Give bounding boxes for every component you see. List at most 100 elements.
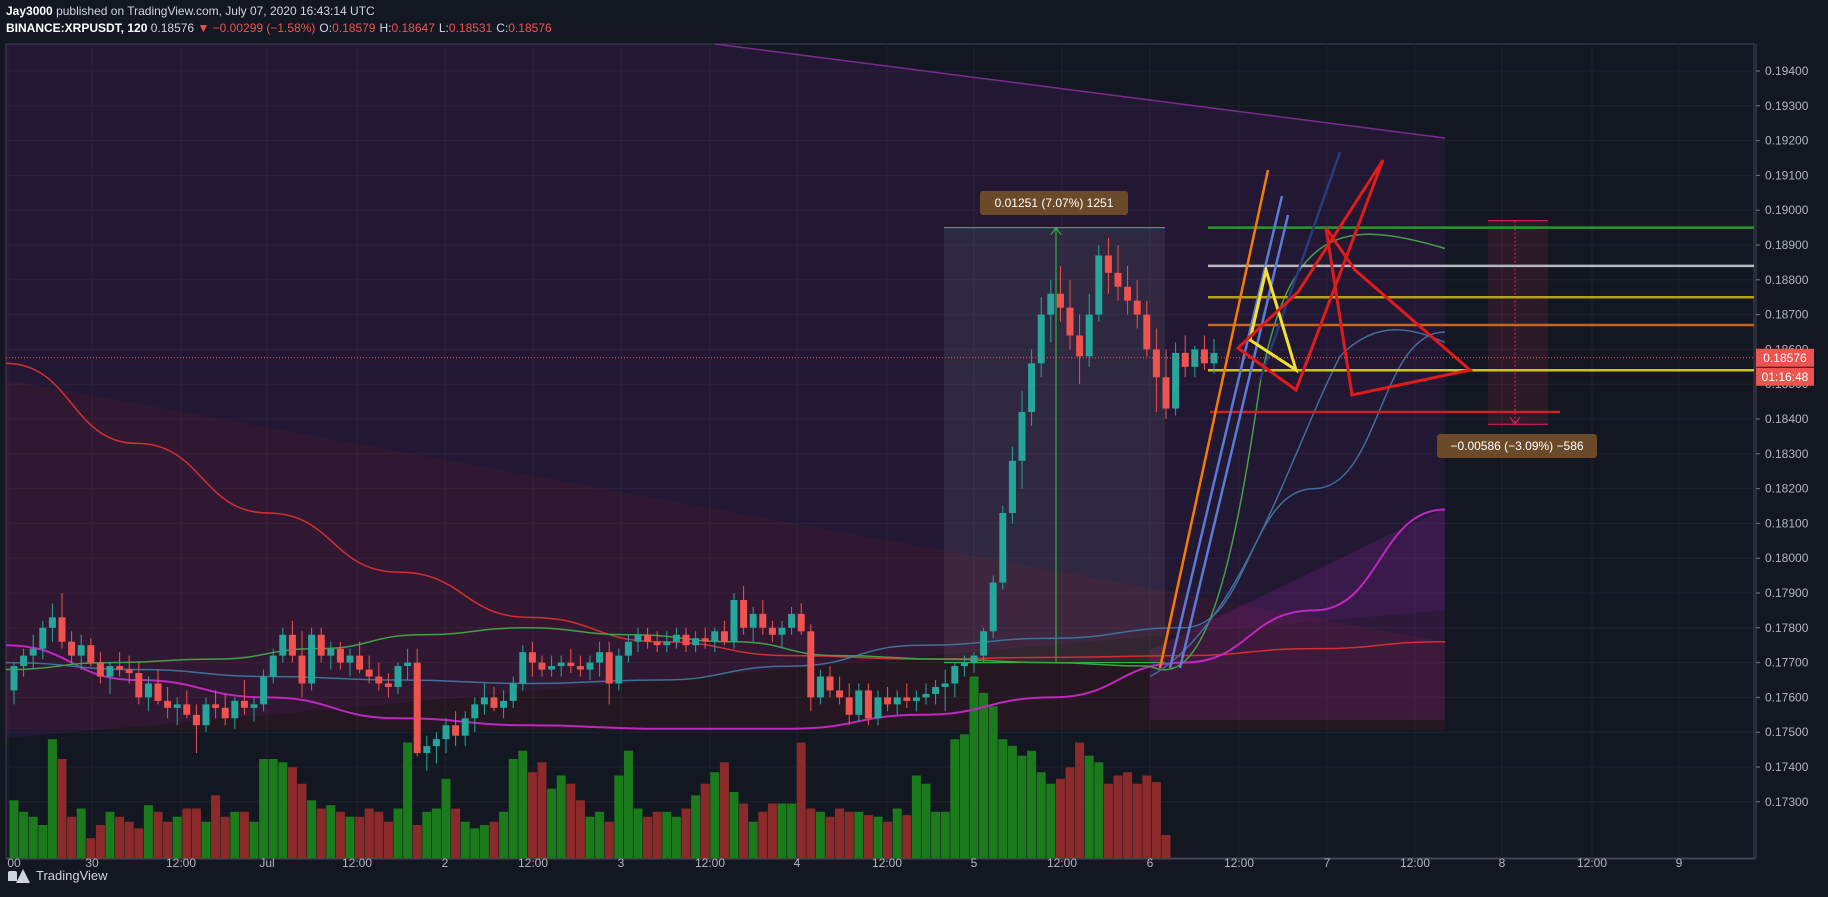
time-label: 00 bbox=[7, 856, 21, 870]
candle-body bbox=[1028, 363, 1036, 413]
candle-body bbox=[682, 634, 690, 646]
volume-bar bbox=[652, 811, 662, 858]
candle-body bbox=[864, 690, 872, 719]
volume-bar bbox=[575, 800, 585, 858]
price-tick-label: 0.19200 bbox=[1765, 134, 1809, 148]
candle-body bbox=[1200, 349, 1208, 364]
blue-trendline-2 bbox=[1178, 214, 1290, 669]
volume-bar bbox=[729, 792, 739, 858]
measure-up-box bbox=[944, 227, 1165, 663]
price-tick-label: 0.18100 bbox=[1765, 516, 1809, 530]
candle-body bbox=[39, 627, 47, 649]
volume-bar bbox=[470, 828, 480, 858]
candle-body bbox=[1152, 349, 1160, 378]
low-value: 0.18531 bbox=[448, 21, 493, 35]
measure-down-label: −0.00586 (−3.09%) −586 bbox=[1437, 434, 1597, 458]
volume-bar bbox=[134, 828, 144, 858]
volume-bar bbox=[739, 803, 749, 858]
candle-body bbox=[183, 704, 191, 715]
volume-bar bbox=[278, 762, 288, 858]
time-label: 30 bbox=[85, 856, 99, 870]
volume-bar bbox=[1161, 834, 1171, 858]
volume-bar bbox=[950, 739, 960, 858]
volume-bar bbox=[220, 816, 230, 858]
volume-bar bbox=[124, 821, 134, 858]
volume-bar bbox=[585, 816, 595, 858]
volume-bar bbox=[595, 811, 605, 858]
candle-body bbox=[356, 655, 364, 670]
candle-body bbox=[663, 641, 671, 646]
candle-body bbox=[567, 662, 575, 667]
candle-body bbox=[269, 655, 277, 677]
candle-body bbox=[48, 617, 56, 628]
price-tick-label: 0.18700 bbox=[1765, 308, 1809, 322]
volume-bar bbox=[19, 811, 29, 858]
measure-down-arrowhead bbox=[1509, 416, 1521, 426]
blue-trendline bbox=[1168, 195, 1284, 669]
volume-bar bbox=[566, 783, 576, 858]
candle-body bbox=[442, 725, 450, 740]
volume-bar bbox=[1036, 772, 1046, 858]
candle-body bbox=[720, 631, 728, 642]
brand-name[interactable]: TradingView bbox=[36, 868, 108, 883]
candle-body bbox=[58, 617, 66, 642]
candle-body bbox=[164, 700, 172, 708]
volume-bar bbox=[67, 816, 77, 858]
volume-bar bbox=[777, 803, 787, 858]
volume-bar bbox=[259, 759, 269, 858]
volume-bar bbox=[700, 783, 710, 858]
time-label: 12:00 bbox=[166, 856, 196, 870]
volume-bar bbox=[451, 808, 461, 858]
candle-body bbox=[1162, 377, 1170, 409]
candle-body bbox=[1066, 307, 1074, 336]
volume-bar bbox=[959, 734, 969, 858]
candle-body bbox=[279, 634, 287, 656]
tradingview-logo-icon[interactable] bbox=[8, 868, 30, 883]
publish-line: Jay3000 published on TradingView.com, Ju… bbox=[6, 4, 375, 18]
candle-body bbox=[423, 746, 431, 754]
yellow-triangle bbox=[1248, 264, 1299, 374]
time-label: 12:00 bbox=[872, 856, 902, 870]
current-price-tag bbox=[1756, 348, 1814, 367]
candle-body bbox=[1076, 335, 1084, 357]
candle-body bbox=[96, 662, 104, 677]
candle-body bbox=[20, 655, 28, 667]
volume-bar bbox=[383, 821, 393, 858]
volume-bar bbox=[796, 742, 806, 858]
candle-body bbox=[1056, 293, 1064, 308]
candle-body bbox=[730, 599, 738, 642]
candle-body bbox=[384, 683, 392, 687]
measure-up-label-bg bbox=[980, 191, 1128, 215]
volume-bar bbox=[412, 825, 422, 858]
price-tick-label: 0.18900 bbox=[1765, 238, 1809, 252]
candle-body bbox=[797, 613, 805, 632]
volume-bar bbox=[201, 821, 211, 858]
candle-body bbox=[144, 683, 152, 698]
candle-body bbox=[711, 631, 719, 642]
current-price-text: 0.18576 bbox=[1763, 351, 1807, 365]
candle-body bbox=[87, 645, 95, 663]
volume-bar bbox=[719, 762, 729, 858]
volume-bar bbox=[1113, 775, 1123, 858]
candle-body bbox=[826, 676, 834, 691]
candle-body bbox=[116, 666, 124, 670]
volume-bar bbox=[662, 811, 672, 858]
countdown-tag bbox=[1756, 367, 1814, 386]
volume-bar bbox=[499, 811, 509, 858]
volume-bar bbox=[911, 775, 921, 858]
volume-bar bbox=[191, 808, 201, 858]
volume-bar bbox=[844, 811, 854, 858]
candle-body bbox=[404, 662, 412, 667]
candle-body bbox=[336, 648, 344, 663]
symbol[interactable]: BINANCE:XRPUSDT, 120 bbox=[6, 21, 148, 35]
time-label: 9 bbox=[1676, 856, 1683, 870]
candle-body bbox=[221, 707, 229, 719]
candle-body bbox=[1114, 272, 1122, 287]
candle-body bbox=[173, 704, 181, 708]
candle-body bbox=[240, 700, 248, 708]
candle-body bbox=[346, 655, 354, 663]
symbol-line: BINANCE:XRPUSDT, 120 0.18576 ▼ −0.00299 … bbox=[6, 21, 552, 35]
volume-bar bbox=[28, 816, 38, 858]
candle-body bbox=[68, 641, 76, 656]
